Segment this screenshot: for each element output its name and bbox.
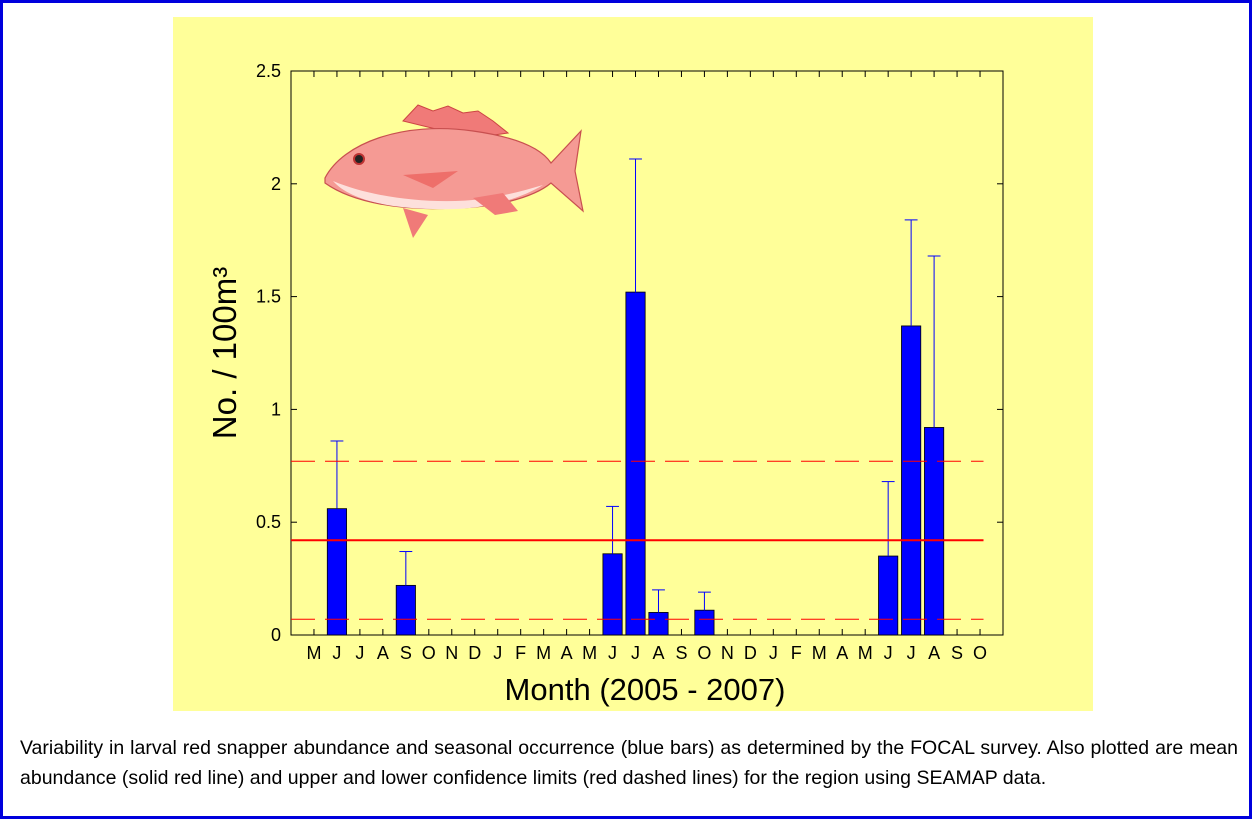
x-tick-label: M bbox=[582, 643, 597, 663]
bar bbox=[396, 585, 415, 635]
x-tick-label: A bbox=[836, 643, 848, 663]
error-bar bbox=[606, 506, 619, 553]
y-tick-label: 0 bbox=[271, 625, 281, 645]
x-tick-label: J bbox=[769, 643, 778, 663]
figure-frame: 00.511.522.5MJJASONDJFMAMJJASONDJFMAMJJA… bbox=[0, 0, 1252, 819]
x-tick-label: A bbox=[561, 643, 573, 663]
x-tick-label: J bbox=[631, 643, 640, 663]
bar bbox=[626, 292, 645, 635]
x-tick-label: M bbox=[858, 643, 873, 663]
y-tick-label: 0.5 bbox=[256, 512, 281, 532]
y-tick-label: 2 bbox=[271, 174, 281, 194]
error-bar bbox=[928, 256, 941, 427]
bar bbox=[327, 509, 346, 635]
x-tick-label: S bbox=[951, 643, 963, 663]
bar bbox=[901, 326, 920, 635]
x-tick-label: J bbox=[493, 643, 502, 663]
y-tick-label: 1.5 bbox=[256, 287, 281, 307]
x-tick-label: M bbox=[306, 643, 321, 663]
x-tick-label: F bbox=[515, 643, 526, 663]
error-bar bbox=[629, 159, 642, 292]
x-tick-label: S bbox=[400, 643, 412, 663]
caption: Variability in larval red snapper abunda… bbox=[20, 733, 1238, 793]
error-bar bbox=[399, 552, 412, 586]
x-tick-label: J bbox=[907, 643, 916, 663]
x-axis-label: Month (2005 - 2007) bbox=[505, 672, 786, 707]
x-tick-label: O bbox=[697, 643, 711, 663]
x-tick-label: S bbox=[675, 643, 687, 663]
x-tick-label: O bbox=[422, 643, 436, 663]
error-bar bbox=[882, 482, 895, 556]
bar bbox=[879, 556, 898, 635]
x-tick-label: J bbox=[355, 643, 364, 663]
y-axis-label: No. / 100m³ bbox=[206, 267, 243, 439]
x-tick-label: N bbox=[445, 643, 458, 663]
x-tick-label: N bbox=[721, 643, 734, 663]
x-tick-label: J bbox=[608, 643, 617, 663]
bar bbox=[695, 610, 714, 635]
x-tick-label: A bbox=[377, 643, 389, 663]
x-tick-label: A bbox=[928, 643, 940, 663]
error-bar bbox=[652, 590, 665, 613]
x-tick-label: M bbox=[812, 643, 827, 663]
x-tick-label: O bbox=[973, 643, 987, 663]
bar bbox=[649, 612, 668, 635]
bar bbox=[924, 427, 943, 635]
bar bbox=[603, 554, 622, 635]
y-tick-label: 2.5 bbox=[256, 61, 281, 81]
error-bar bbox=[905, 220, 918, 326]
x-tick-label: J bbox=[884, 643, 893, 663]
x-tick-label: D bbox=[744, 643, 757, 663]
fish-illustration bbox=[325, 105, 583, 238]
error-bar bbox=[331, 441, 344, 509]
y-tick-label: 1 bbox=[271, 399, 281, 419]
error-bar bbox=[698, 592, 711, 610]
x-tick-label: D bbox=[468, 643, 481, 663]
x-tick-label: A bbox=[652, 643, 664, 663]
x-tick-label: M bbox=[536, 643, 551, 663]
x-tick-label: F bbox=[791, 643, 802, 663]
x-tick-label: J bbox=[332, 643, 341, 663]
